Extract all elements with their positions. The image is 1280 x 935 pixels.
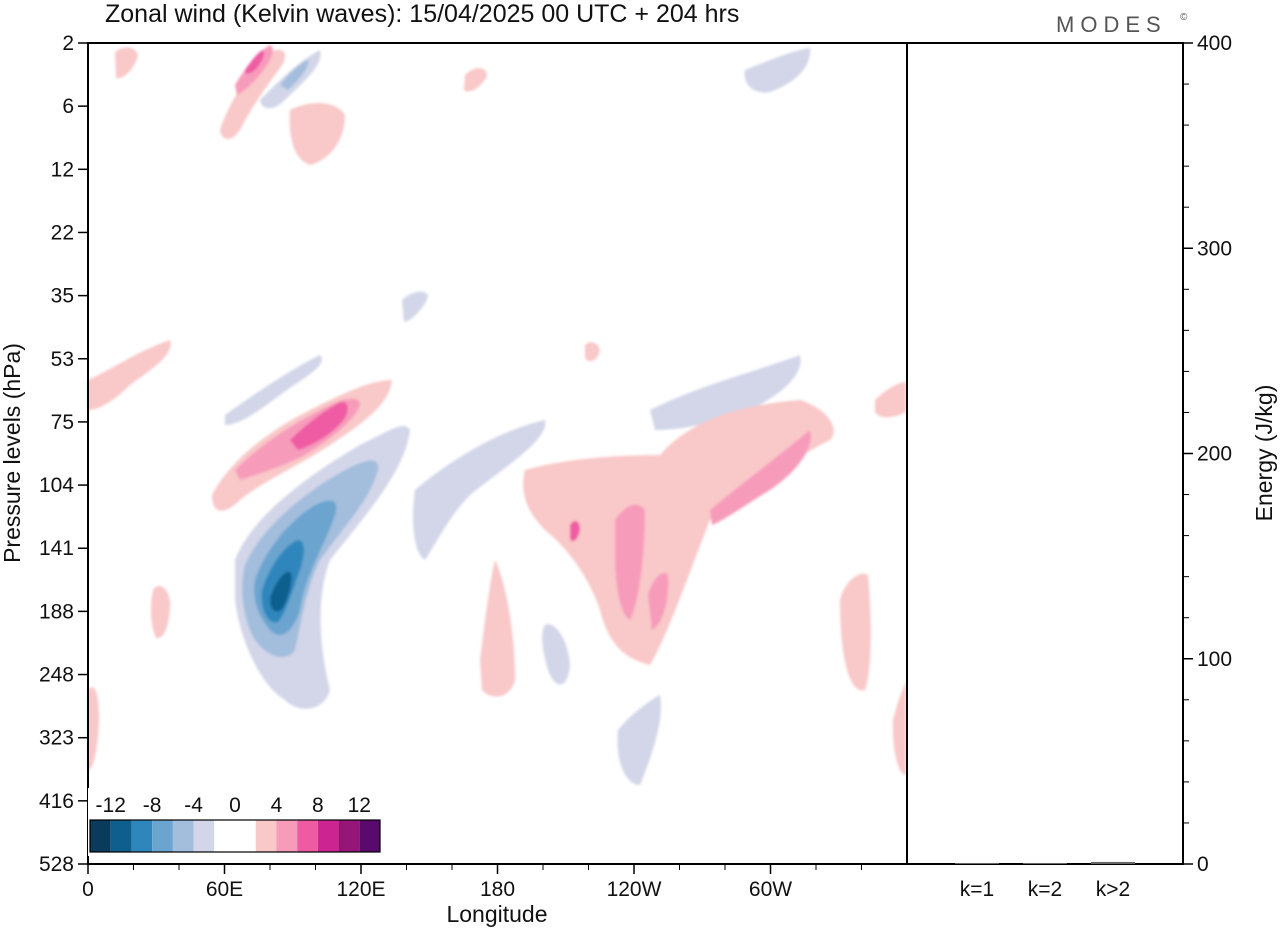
energy-tick-label: 200 xyxy=(1197,443,1232,466)
colorbar-swatch xyxy=(172,820,194,852)
contour-pos-edge-right xyxy=(892,682,906,775)
contour-neg-upper-band xyxy=(225,355,322,425)
energy-bars: k=1 k=2 k>2 xyxy=(955,861,1135,901)
contour-neg-topright xyxy=(744,48,811,93)
contour-pos-east-mid xyxy=(615,504,645,620)
colorbar-swatch xyxy=(110,820,132,852)
wind-field xyxy=(88,45,906,785)
contour-neg-main-peak xyxy=(270,571,292,612)
contour-pos-left-lower xyxy=(151,586,170,639)
contour-pos-top-outer xyxy=(220,49,286,139)
y-tick-label: 35 xyxy=(51,285,74,308)
contour-neg-mid-small xyxy=(402,291,428,322)
contour-pos-farright xyxy=(875,382,906,418)
y-tick-label: 188 xyxy=(39,600,74,623)
colorbar-swatch xyxy=(214,820,235,852)
energy-bar xyxy=(955,862,999,864)
energy-axis: 0 100 200 300 400 xyxy=(1183,32,1232,876)
colorbar-swatch xyxy=(235,820,256,852)
x-tick-label: 120E xyxy=(336,878,385,901)
colorbar-frame xyxy=(89,819,381,853)
y-tick-label: 416 xyxy=(39,790,74,813)
x-axis-label: Longitude xyxy=(446,901,547,927)
contour-neg-lower xyxy=(617,695,661,785)
colorbar-tick-label: 4 xyxy=(271,794,283,817)
logo-mark: © xyxy=(1180,12,1188,23)
contour-pos-lower-right xyxy=(840,573,871,691)
colorbar-swatch xyxy=(297,820,318,852)
contour-pos-edge-left xyxy=(88,687,99,770)
contour-neg-top-inner xyxy=(280,60,309,90)
y-tick-label: 104 xyxy=(39,474,74,497)
colorbar-swatch xyxy=(90,820,111,852)
colorbar-swatch xyxy=(338,820,360,852)
chart-title: Zonal wind (Kelvin waves): 15/04/2025 00… xyxy=(105,0,739,28)
y-tick-label: 6 xyxy=(62,95,74,118)
contour-pos-top-core xyxy=(245,50,265,74)
y-tick-label: 75 xyxy=(51,411,74,434)
energy-axis-label: Energy (J/kg) xyxy=(1251,385,1277,522)
colorbar-tick-label: -4 xyxy=(184,794,203,817)
contour-pos-upper-small xyxy=(585,342,600,362)
contour-neg-east xyxy=(650,355,801,430)
energy-category-label: k>2 xyxy=(1096,878,1130,901)
y-tick-label: 2 xyxy=(62,32,74,55)
contour-pos-east-outer xyxy=(523,400,834,665)
y-tick-label: 12 xyxy=(51,158,74,181)
energy-tick-label: 300 xyxy=(1197,237,1232,260)
x-axis: 0 60E 120E 180 120W 60W xyxy=(82,864,862,901)
energy-panel-frame xyxy=(906,42,1184,865)
y-tick-label: 248 xyxy=(39,664,74,687)
energy-category-label: k=2 xyxy=(1028,878,1062,901)
y-axis-label: Pressure levels (hPa) xyxy=(0,343,25,563)
y-tick-label: 323 xyxy=(39,727,74,750)
x-tick-label: 120W xyxy=(607,878,662,901)
energy-category-label: k=1 xyxy=(960,878,994,901)
contour-neg-lower-mid xyxy=(542,624,570,685)
x-tick-label: 180 xyxy=(480,878,515,901)
x-tick-label: 60W xyxy=(749,878,792,901)
y-tick-label: 53 xyxy=(51,348,74,371)
contour-pos-east-mid3 xyxy=(648,572,669,630)
x-tick-label: 60E xyxy=(206,878,243,901)
colorbar-tick-label: 8 xyxy=(312,794,324,817)
modes-logo: MODES xyxy=(1056,12,1167,37)
colorbar-swatch xyxy=(152,820,173,852)
contour-pos-east-mid2 xyxy=(710,430,811,525)
contour-pos-top-left xyxy=(115,47,138,79)
energy-bar xyxy=(1023,862,1067,864)
colorbar-swatch xyxy=(276,820,298,852)
contour-pos-west xyxy=(88,340,171,410)
y-tick-label: 528 xyxy=(39,853,74,876)
contour-pos-top-small xyxy=(464,67,487,92)
contour-pos-top-block xyxy=(289,103,345,165)
y-axis: 2 6 12 22 35 53 75 104 141 188 248 323 416 528 xyxy=(39,32,88,876)
colorbar-swatch xyxy=(131,820,153,852)
y-tick-label: 141 xyxy=(39,537,74,560)
contour-pos-lower-mid xyxy=(480,560,515,697)
colorbar-tick-label: 0 xyxy=(229,794,241,817)
x-tick-label: 0 xyxy=(82,878,94,901)
energy-tick-label: 400 xyxy=(1197,32,1232,55)
colorbar-swatch xyxy=(317,820,339,852)
contour-neg-central xyxy=(413,420,546,560)
colorbar-tick-label: 12 xyxy=(348,794,371,817)
contour-pos-east-spot xyxy=(570,520,580,542)
colorbar-tick-label: -8 xyxy=(143,794,162,817)
energy-tick-label: 100 xyxy=(1197,648,1232,671)
contour-pos-upper-core xyxy=(290,401,348,450)
colorbar-swatch xyxy=(255,820,277,852)
colorbar-swatch xyxy=(359,820,380,852)
colorbar-legend: -12 -8 -4 0 4 8 12 xyxy=(88,788,382,856)
energy-tick-label: 0 xyxy=(1197,853,1209,876)
y-tick-label: 22 xyxy=(51,221,74,244)
colorbar-swatch xyxy=(193,820,215,852)
energy-bar xyxy=(1091,861,1135,864)
colorbar-tick-label: -12 xyxy=(96,794,126,817)
